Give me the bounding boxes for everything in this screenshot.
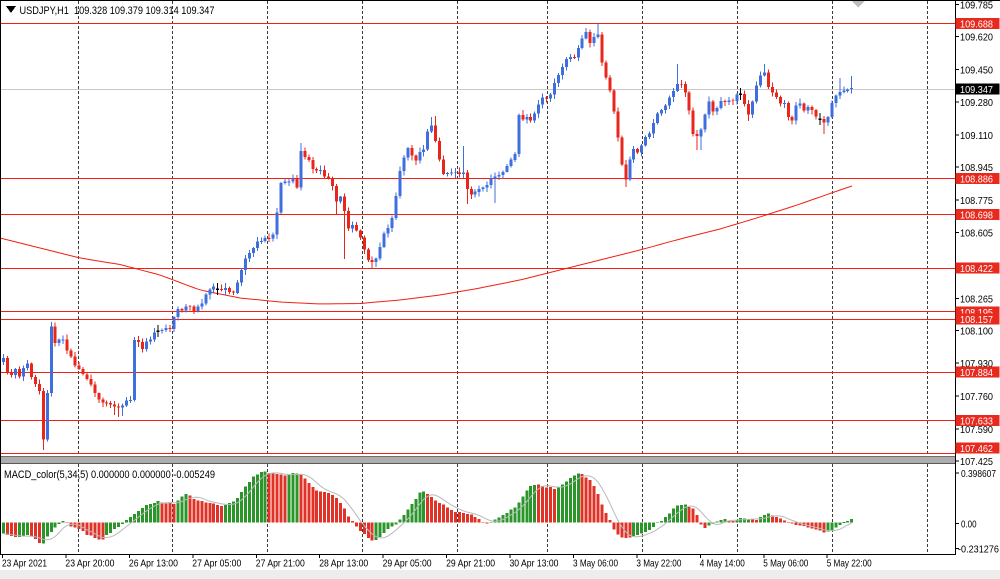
svg-text:107.884: 107.884: [960, 367, 993, 379]
svg-text:108.698: 108.698: [960, 210, 993, 222]
svg-text:108.945: 108.945: [960, 162, 993, 174]
svg-text:107.633: 107.633: [960, 416, 993, 428]
svg-text:USDJPY,H1 109.328 109.379 109: USDJPY,H1 109.328 109.379 109.314 109.34…: [20, 5, 215, 17]
svg-text:109.347: 109.347: [960, 84, 993, 96]
svg-text:108.100: 108.100: [960, 325, 993, 337]
svg-text:107.590: 107.590: [960, 424, 993, 436]
svg-text:27 Apr 21:00: 27 Apr 21:00: [256, 558, 305, 570]
svg-text:109.785: 109.785: [960, 0, 993, 12]
svg-text:-0.231276: -0.231276: [958, 544, 999, 556]
svg-text:MACD_color(5,34,5) 0.000000 0.: MACD_color(5,34,5) 0.000000 0.000000 -0.…: [4, 469, 215, 481]
svg-text:109.110: 109.110: [960, 130, 993, 142]
svg-text:30 Apr 13:00: 30 Apr 13:00: [510, 558, 559, 570]
svg-text:28 Apr 13:00: 28 Apr 13:00: [319, 558, 368, 570]
svg-text:29 Apr 05:00: 29 Apr 05:00: [383, 558, 432, 570]
svg-text:5 May 06:00: 5 May 06:00: [763, 558, 808, 570]
svg-text:107.425: 107.425: [960, 456, 993, 468]
svg-text:109.688: 109.688: [960, 18, 993, 30]
svg-text:108.157: 108.157: [960, 314, 993, 326]
svg-text:4 May 14:00: 4 May 14:00: [700, 558, 745, 570]
svg-text:108.886: 108.886: [960, 173, 993, 185]
svg-text:108.605: 108.605: [960, 228, 993, 240]
svg-text:29 Apr 21:00: 29 Apr 21:00: [446, 558, 495, 570]
svg-text:109.280: 109.280: [960, 97, 993, 109]
svg-text:108.422: 108.422: [960, 263, 993, 275]
svg-text:109.620: 109.620: [960, 31, 993, 43]
svg-text:26 Apr 13:00: 26 Apr 13:00: [129, 558, 178, 570]
svg-text:23 Apr 2021: 23 Apr 2021: [2, 558, 47, 570]
svg-text:5 May 22:00: 5 May 22:00: [827, 558, 872, 570]
svg-text:23 Apr 20:00: 23 Apr 20:00: [65, 558, 114, 570]
svg-text:3 May 06:00: 3 May 06:00: [573, 558, 618, 570]
svg-text:0.00: 0.00: [961, 519, 977, 531]
svg-text:0.398607: 0.398607: [961, 468, 996, 480]
svg-text:3 May 22:00: 3 May 22:00: [636, 558, 681, 570]
svg-text:108.265: 108.265: [960, 293, 993, 305]
svg-text:109.450: 109.450: [960, 64, 993, 76]
svg-text:27 Apr 05:00: 27 Apr 05:00: [192, 558, 241, 570]
svg-text:107.462: 107.462: [960, 443, 993, 455]
svg-text:108.775: 108.775: [960, 195, 993, 207]
svg-text:107.760: 107.760: [960, 391, 993, 403]
